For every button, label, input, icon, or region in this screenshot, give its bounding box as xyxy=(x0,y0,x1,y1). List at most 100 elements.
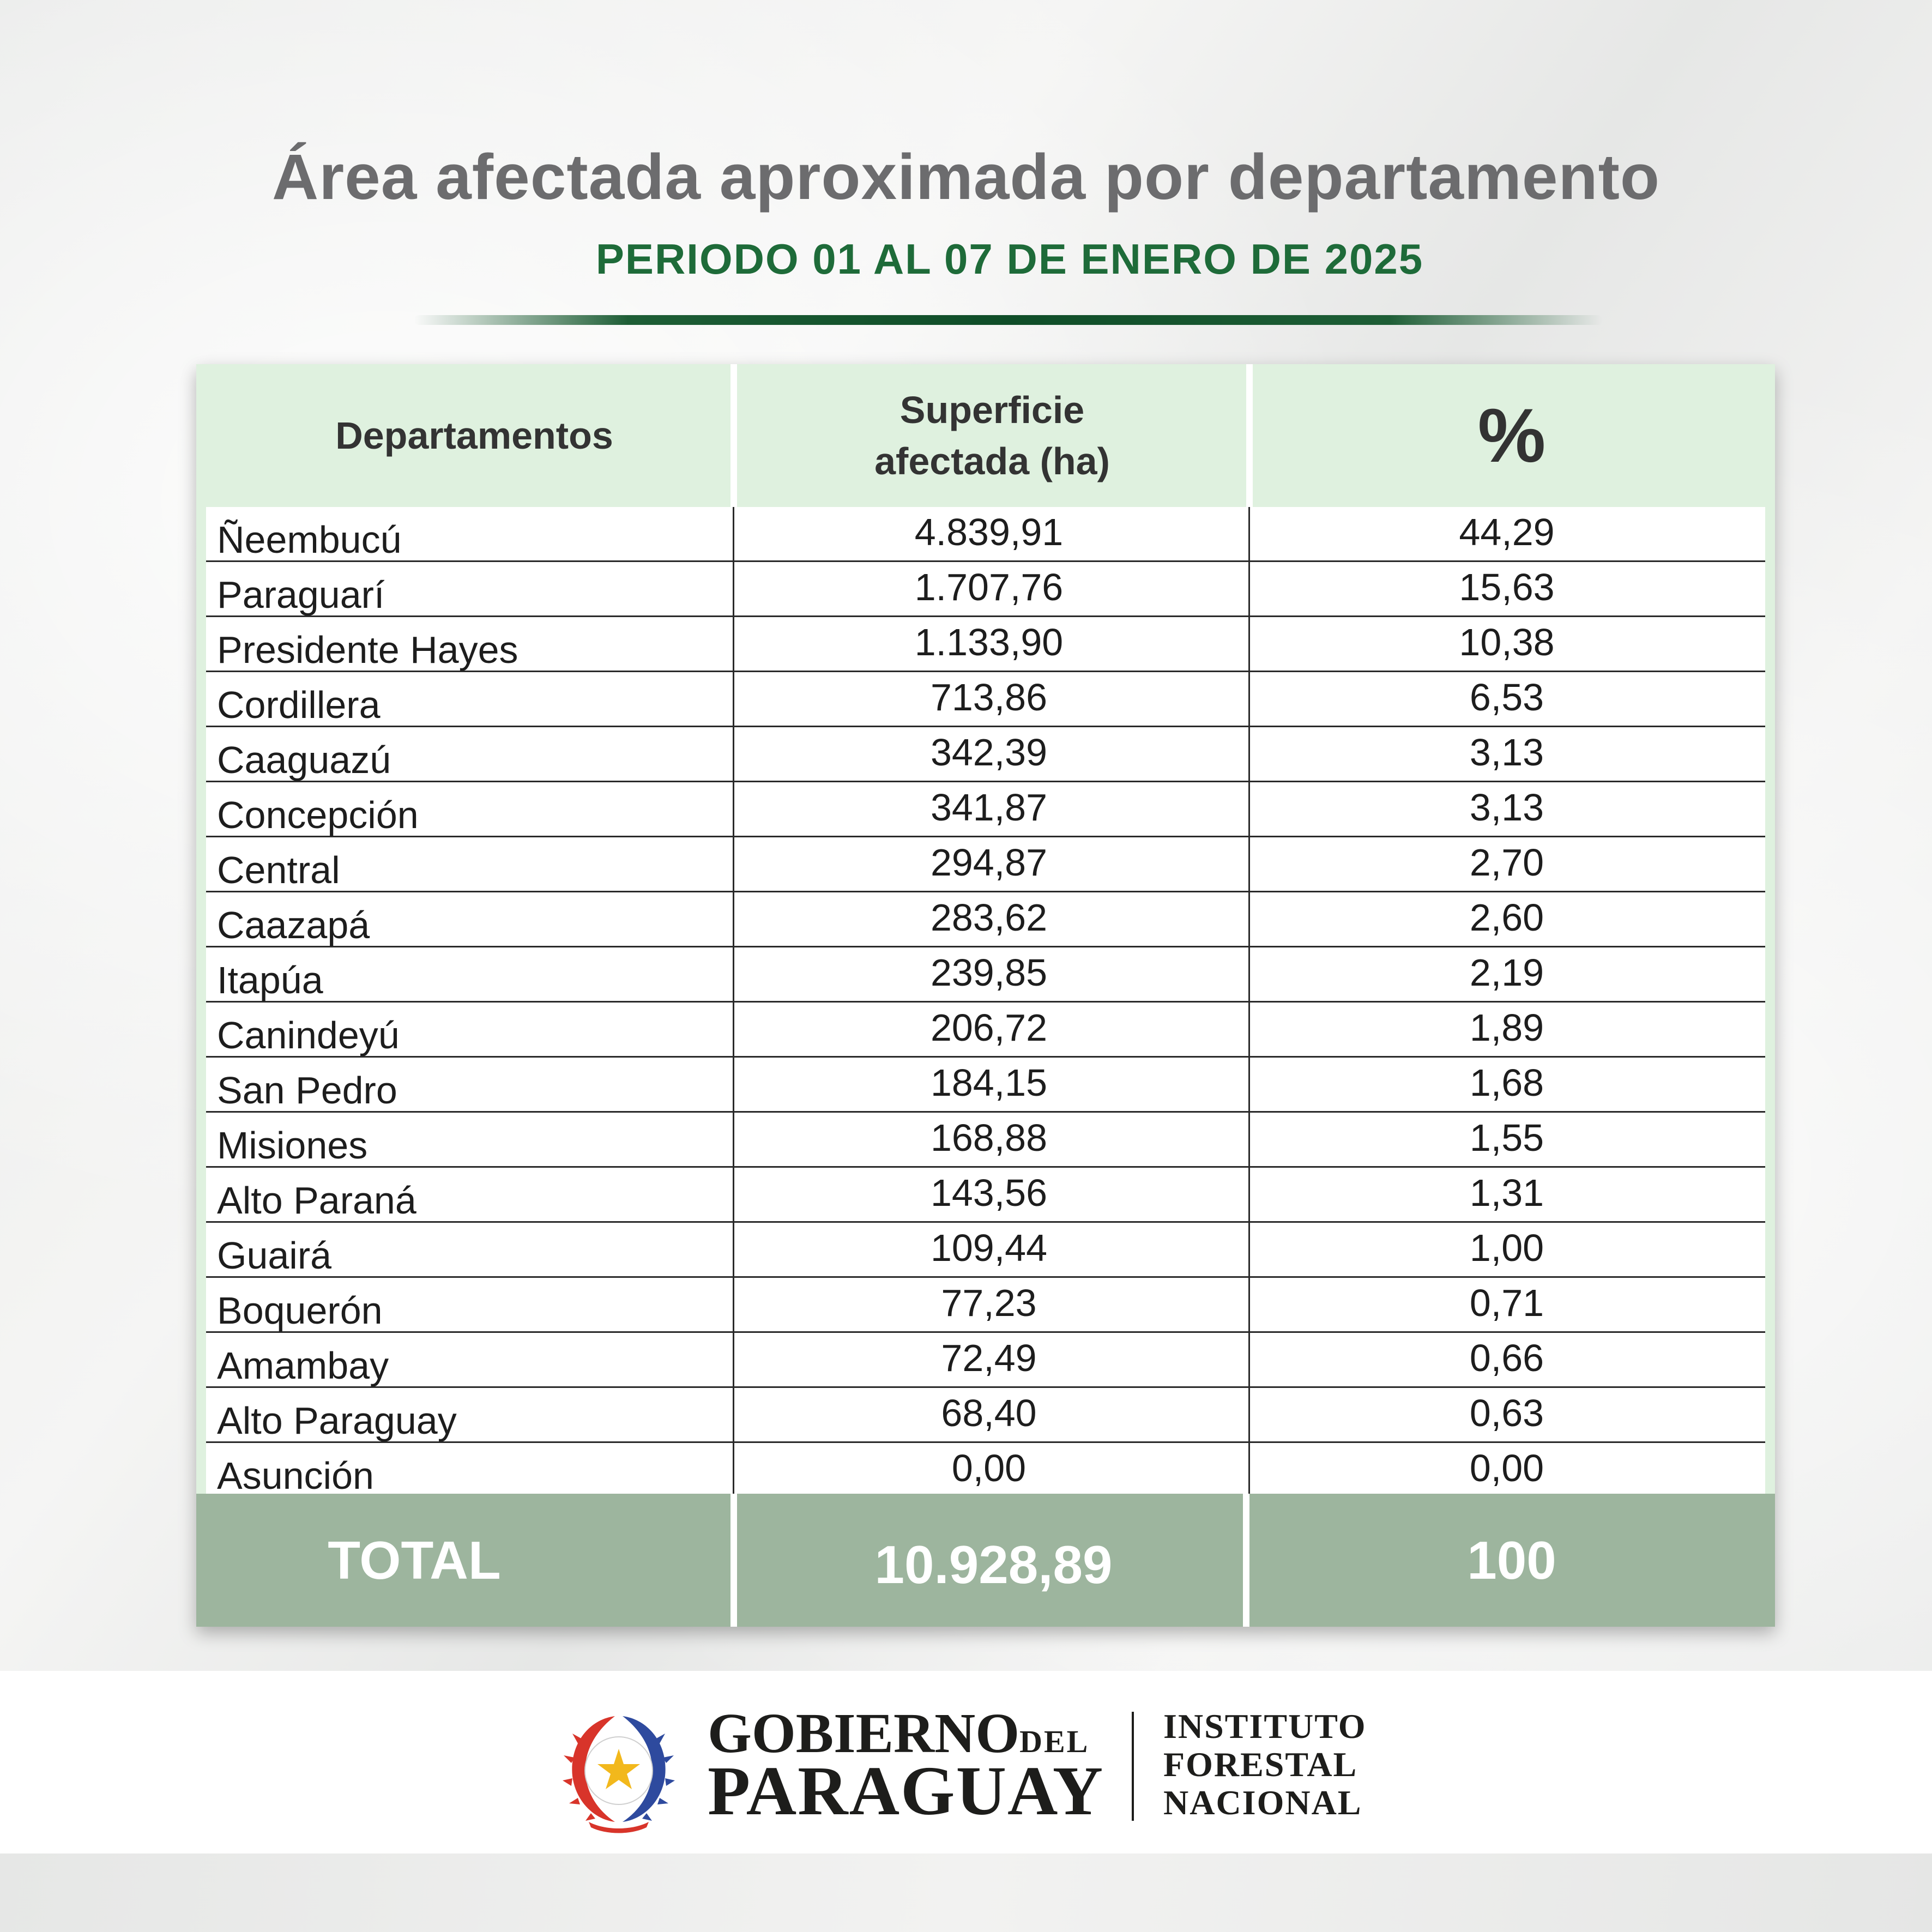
table-row: Canindeyú 206,72 1,89 xyxy=(206,1003,1765,1058)
cell-percent: 3,13 xyxy=(1469,731,1544,774)
cell-percent: 10,38 xyxy=(1459,621,1555,663)
cell-percent: 44,29 xyxy=(1459,511,1555,553)
header-divider-1 xyxy=(730,364,737,507)
cell-departamento: Presidente Hayes xyxy=(217,629,518,671)
cell-departamento: Central xyxy=(217,849,340,891)
cell-percent: 2,70 xyxy=(1469,841,1544,884)
chart-title: Área afectada aproximada por departament… xyxy=(271,141,1661,213)
footer-divider xyxy=(1132,1712,1134,1821)
cell-superficie: 72,49 xyxy=(941,1337,1037,1379)
cell-superficie: 143,56 xyxy=(930,1172,1048,1214)
cell-superficie: 239,85 xyxy=(930,951,1048,994)
title-underline xyxy=(414,315,1603,325)
table-row: Concepción 341,87 3,13 xyxy=(206,782,1765,837)
header-divider-2 xyxy=(1246,364,1253,507)
total-label: TOTAL xyxy=(196,1494,741,1627)
cell-superficie: 184,15 xyxy=(930,1061,1048,1104)
column-header-departamentos-label: Departamentos xyxy=(335,414,613,457)
table-row: Itapúa 239,85 2,19 xyxy=(206,947,1765,1003)
cell-departamento: Cordillera xyxy=(217,684,381,726)
chart-subtitle: PERIODO 01 AL 07 DE ENERO DE 2025 xyxy=(595,235,1424,283)
cell-superficie: 294,87 xyxy=(930,841,1048,884)
cell-departamento: Itapúa xyxy=(217,959,323,1001)
cell-departamento: Alto Paraguay xyxy=(217,1399,457,1442)
cell-percent: 1,00 xyxy=(1469,1227,1544,1269)
table-row: Caazapá 283,62 2,60 xyxy=(206,892,1765,947)
column-divider-1 xyxy=(733,507,734,1494)
cell-superficie: 77,23 xyxy=(941,1282,1037,1324)
cell-departamento: Caaguazú xyxy=(217,739,391,781)
table-row: Paraguarí 1.707,76 15,63 xyxy=(206,562,1765,617)
cell-superficie: 341,87 xyxy=(930,786,1048,829)
cell-departamento: Ñeembucú xyxy=(217,518,402,561)
cell-departamento: Guairá xyxy=(217,1234,332,1277)
cell-departamento: Amambay xyxy=(217,1344,389,1387)
cell-percent: 2,60 xyxy=(1469,896,1544,939)
cell-percent: 1,31 xyxy=(1469,1172,1544,1214)
cell-percent: 6,53 xyxy=(1469,676,1544,719)
cell-superficie: 1.133,90 xyxy=(914,621,1064,663)
table-row: Misiones 168,88 1,55 xyxy=(206,1113,1765,1168)
cell-departamento: Canindeyú xyxy=(217,1014,400,1056)
cell-superficie: 713,86 xyxy=(930,676,1048,719)
paraguay-text: PARAGUAY xyxy=(708,1752,1104,1830)
cell-superficie: 0,00 xyxy=(951,1447,1027,1489)
cell-percent: 15,63 xyxy=(1459,566,1555,608)
instituto-line1: INSTITUTO xyxy=(1163,1707,1367,1746)
column-header-percent: % xyxy=(1248,364,1775,507)
table-row: Alto Paraguay 68,40 0,63 xyxy=(206,1388,1765,1443)
cell-superficie: 206,72 xyxy=(930,1006,1048,1049)
table-row: Ñeembucú 4.839,91 44,29 xyxy=(206,507,1765,562)
total-superficie: 10.928,89 xyxy=(739,1494,1248,1627)
total-divider-2 xyxy=(1243,1494,1249,1627)
column-header-percent-label: % xyxy=(1477,393,1546,478)
paraguay-seal-icon xyxy=(563,1716,675,1833)
column-header-superficie-line1: Superficie xyxy=(899,389,1085,431)
total-divider-1 xyxy=(730,1494,737,1627)
cell-departamento: Concepción xyxy=(217,794,419,836)
table-row: Boquerón 77,23 0,71 xyxy=(206,1278,1765,1333)
table-row: Guairá 109,44 1,00 xyxy=(206,1223,1765,1278)
cell-superficie: 109,44 xyxy=(930,1227,1048,1269)
paper-background-bottom xyxy=(0,1853,1932,1932)
cell-percent: 0,71 xyxy=(1469,1282,1544,1324)
table-row: Cordillera 713,86 6,53 xyxy=(206,672,1765,727)
cell-percent: 0,66 xyxy=(1469,1337,1544,1379)
cell-superficie: 1.707,76 xyxy=(914,566,1064,608)
table-row: Caaguazú 342,39 3,13 xyxy=(206,727,1765,782)
gobierno-text: GOBIERNODEL xyxy=(708,1704,1100,1764)
cell-departamento: Alto Paraná xyxy=(217,1179,416,1222)
footer xyxy=(0,1671,1932,1853)
cell-superficie: 342,39 xyxy=(930,731,1048,774)
cell-superficie: 168,88 xyxy=(930,1116,1048,1159)
cell-departamento: Caazapá xyxy=(217,904,370,946)
table-row: San Pedro 184,15 1,68 xyxy=(206,1058,1765,1113)
cell-percent: 2,19 xyxy=(1469,951,1544,994)
column-header-superficie-line2: afectada (ha) xyxy=(874,440,1110,482)
table-row: Presidente Hayes 1.133,90 10,38 xyxy=(206,617,1765,672)
instituto-line3: NACIONAL xyxy=(1163,1783,1362,1822)
column-header-superficie: Superficie afectada (ha) xyxy=(736,364,1248,507)
gobierno-word: GOBIERNO xyxy=(708,1702,1020,1765)
column-header-departamentos: Departamentos xyxy=(196,364,752,507)
total-percent: 100 xyxy=(1248,1494,1775,1627)
table-row: Alto Paraná 143,56 1,31 xyxy=(206,1168,1765,1223)
table-row: Asunción 0,00 0,00 xyxy=(206,1443,1765,1498)
column-divider-2 xyxy=(1248,507,1250,1494)
table-row: Central 294,87 2,70 xyxy=(206,837,1765,892)
instituto-line2: FORESTAL xyxy=(1163,1745,1358,1784)
cell-percent: 3,13 xyxy=(1469,786,1544,829)
cell-percent: 0,00 xyxy=(1469,1447,1544,1489)
cell-percent: 0,63 xyxy=(1469,1392,1544,1434)
cell-percent: 1,68 xyxy=(1469,1061,1544,1104)
cell-departamento: Paraguarí xyxy=(217,573,385,616)
cell-superficie: 4.839,91 xyxy=(914,511,1064,553)
cell-superficie: 283,62 xyxy=(930,896,1048,939)
cell-departamento: Asunción xyxy=(217,1454,374,1497)
table-row: Amambay 72,49 0,66 xyxy=(206,1333,1765,1388)
cell-percent: 1,55 xyxy=(1469,1116,1544,1159)
cell-percent: 1,89 xyxy=(1469,1006,1544,1049)
cell-departamento: San Pedro xyxy=(217,1069,397,1112)
cell-departamento: Boquerón xyxy=(217,1289,383,1332)
cell-superficie: 68,40 xyxy=(941,1392,1037,1434)
